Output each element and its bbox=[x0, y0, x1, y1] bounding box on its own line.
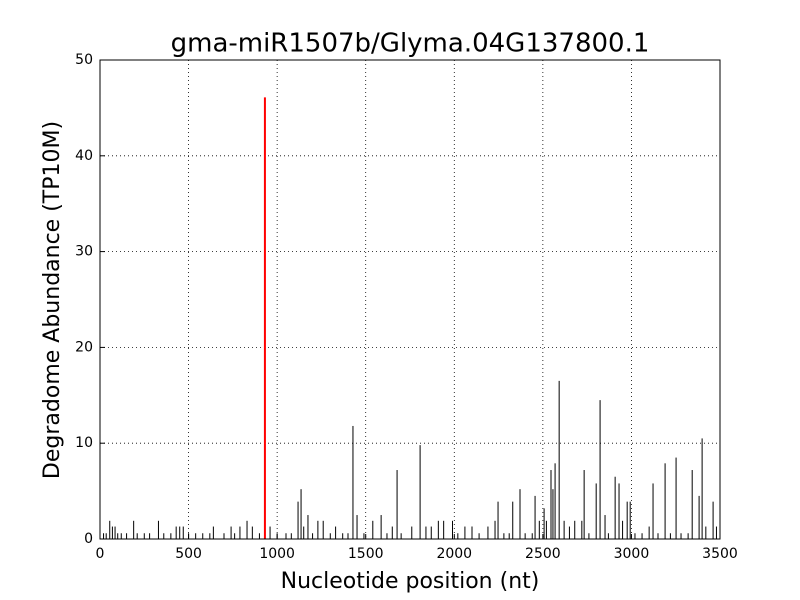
x-tick-label: 1000 bbox=[259, 546, 295, 562]
y-tick-label: 0 bbox=[84, 531, 93, 547]
x-axis-label: Nucleotide position (nt) bbox=[281, 569, 540, 594]
x-tick-label: 500 bbox=[175, 546, 202, 562]
y-tick-label: 50 bbox=[75, 52, 93, 68]
y-tick-label: 20 bbox=[75, 339, 93, 355]
x-tick-label: 2000 bbox=[436, 546, 472, 562]
x-tick-label: 2500 bbox=[525, 546, 561, 562]
plot-frame bbox=[99, 59, 721, 540]
y-tick-label: 10 bbox=[75, 435, 93, 451]
x-tick-label: 3000 bbox=[614, 546, 650, 562]
x-tick-label: 3500 bbox=[702, 546, 738, 562]
y-tick-label: 40 bbox=[75, 148, 93, 164]
y-tick-label: 30 bbox=[75, 244, 93, 260]
x-tick-label: 0 bbox=[96, 546, 105, 562]
x-tick-label: 1500 bbox=[348, 546, 384, 562]
y-axis-label: Degradome Abundance (TP10M) bbox=[40, 121, 65, 479]
chart-title: gma-miR1507b/Glyma.04G137800.1 bbox=[171, 29, 650, 59]
